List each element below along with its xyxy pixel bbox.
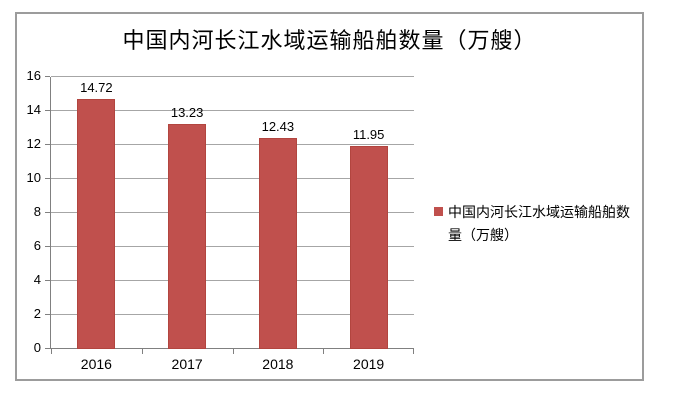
bar-value-label: 11.95	[352, 126, 385, 142]
y-axis-tick	[45, 212, 50, 213]
y-axis-tick	[45, 246, 50, 247]
plot-area: 0 2 4 6 8 10 12 14 16 14.72 2016 13.23 2017 12.43 2018…	[27, 68, 414, 372]
x-tick-label: 2018	[262, 356, 294, 372]
x-axis-line	[50, 348, 414, 349]
x-axis-tick	[323, 349, 325, 354]
y-axis-tick	[45, 110, 50, 111]
gridline	[51, 76, 414, 77]
y-tick-label: 12	[26, 136, 41, 151]
bar-value-label: 12.43	[261, 118, 295, 134]
y-tick-label: 2	[33, 306, 41, 321]
y-tick-label: 4	[33, 272, 41, 287]
x-axis-tick	[413, 349, 414, 354]
gridline	[51, 110, 414, 111]
legend-label: 中国内河长江水域运输船舶数量（万艘）	[448, 205, 630, 244]
gridline	[51, 280, 414, 281]
x-tick-label: 2016	[80, 356, 112, 372]
bar	[77, 98, 116, 349]
bar	[258, 137, 297, 349]
x-tick-label: 2019	[353, 356, 385, 372]
bar-value-label: 14.72	[80, 79, 113, 95]
x-axis-tick	[232, 349, 234, 354]
x-axis-tick	[141, 349, 143, 354]
y-axis-tick	[45, 314, 50, 315]
y-axis-line	[50, 77, 51, 349]
gridline	[51, 212, 414, 213]
gridline	[51, 246, 414, 247]
y-tick-label: 0	[33, 340, 41, 355]
bar-value-label: 13.23	[170, 105, 204, 121]
chart-title: 中国内河长江水域运输船舶数量（万艘）	[122, 29, 537, 54]
chart-frame: 中国内河长江水域运输船舶数量（万艘） 0 2 4 6 8 10 12 14 16 14.72 201…	[15, 12, 644, 381]
y-axis-tick	[45, 280, 50, 281]
gridline	[51, 314, 414, 315]
legend-swatch-icon	[434, 207, 443, 216]
gridline	[51, 178, 414, 179]
x-axis-tick	[51, 349, 52, 354]
y-tick-label: 10	[26, 170, 41, 185]
x-tick-label: 2017	[171, 356, 203, 372]
y-axis-tick	[45, 178, 50, 179]
bar	[168, 124, 207, 349]
gridline	[51, 144, 414, 145]
y-tick-label: 6	[33, 238, 41, 253]
y-axis-tick	[45, 76, 50, 77]
y-tick-label: 16	[26, 68, 41, 83]
y-tick-label: 8	[33, 204, 41, 219]
legend: 中国内河长江水域运输船舶数量（万艘）	[434, 202, 646, 248]
y-axis-tick	[45, 348, 50, 349]
y-axis-tick	[45, 144, 50, 145]
y-tick-label: 14	[26, 102, 41, 117]
bar	[349, 145, 388, 349]
